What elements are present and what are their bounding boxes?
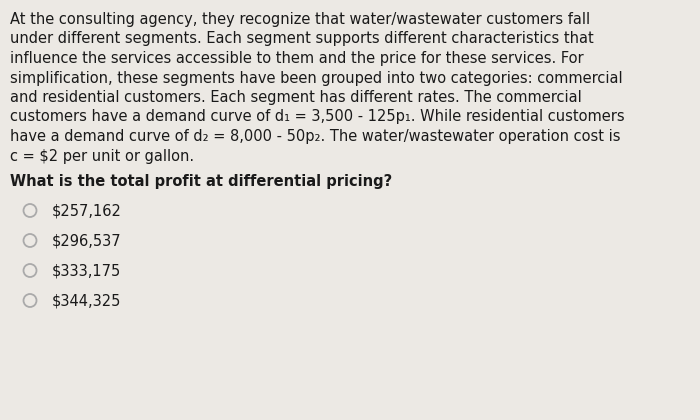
Text: under different segments. Each segment supports different characteristics that: under different segments. Each segment s… [10,32,594,47]
Text: $257,162: $257,162 [52,204,122,218]
Text: $296,537: $296,537 [52,234,122,249]
Text: influence the services accessible to them and the price for these services. For: influence the services accessible to the… [10,51,584,66]
Text: $333,175: $333,175 [52,263,121,278]
Text: simplification, these segments have been grouped into two categories: commercial: simplification, these segments have been… [10,71,622,86]
Text: c = $2 per unit or gallon.: c = $2 per unit or gallon. [10,149,194,163]
Text: customers have a demand curve of d₁ = 3,500 - 125p₁. While residential customers: customers have a demand curve of d₁ = 3,… [10,110,624,124]
Text: What is the total profit at differential pricing?: What is the total profit at differential… [10,174,392,189]
Text: have a demand curve of d₂ = 8,000 - 50p₂. The water/wastewater operation cost is: have a demand curve of d₂ = 8,000 - 50p₂… [10,129,620,144]
Text: $344,325: $344,325 [52,294,121,309]
Text: At the consulting agency, they recognize that water/wastewater customers fall: At the consulting agency, they recognize… [10,12,590,27]
Text: and residential customers. Each segment has different rates. The commercial: and residential customers. Each segment … [10,90,582,105]
